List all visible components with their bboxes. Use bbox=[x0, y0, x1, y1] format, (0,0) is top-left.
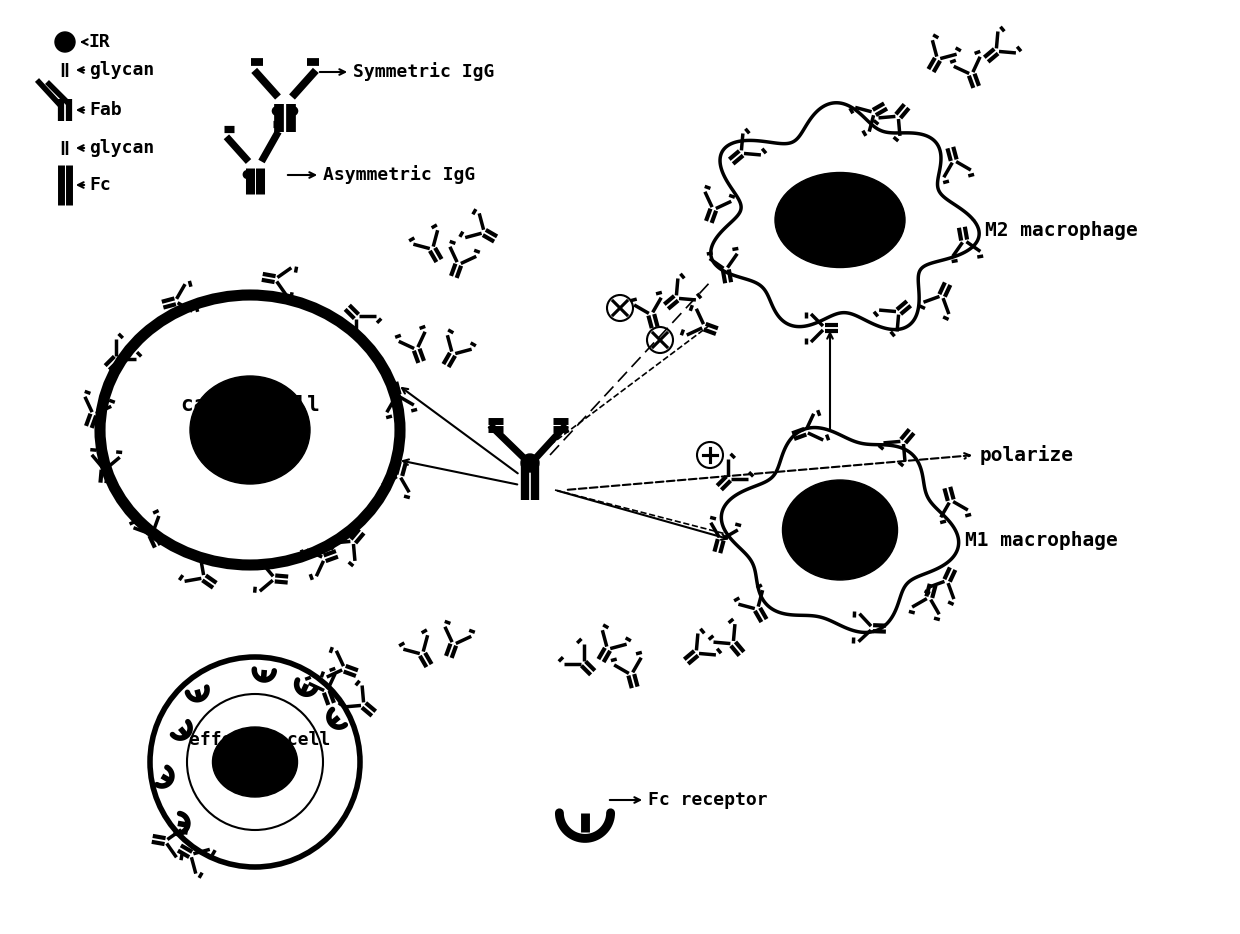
Circle shape bbox=[243, 171, 250, 178]
Text: glycan: glycan bbox=[89, 139, 154, 157]
Text: Fc receptor: Fc receptor bbox=[649, 791, 768, 809]
Text: Symmetric IgG: Symmetric IgG bbox=[353, 63, 495, 81]
Polygon shape bbox=[711, 103, 980, 330]
Ellipse shape bbox=[775, 173, 905, 267]
Text: IR: IR bbox=[89, 33, 110, 51]
Text: Fc: Fc bbox=[89, 176, 110, 194]
Circle shape bbox=[273, 106, 280, 115]
Text: M1 macrophage: M1 macrophage bbox=[965, 531, 1117, 549]
Ellipse shape bbox=[190, 376, 310, 484]
Circle shape bbox=[289, 106, 298, 115]
Text: cancer cell: cancer cell bbox=[181, 395, 320, 415]
Ellipse shape bbox=[782, 480, 898, 580]
Text: M2 macrophage: M2 macrophage bbox=[985, 220, 1138, 239]
Ellipse shape bbox=[212, 727, 298, 797]
Text: Fab: Fab bbox=[89, 101, 122, 119]
Text: Asymmetric IgG: Asymmetric IgG bbox=[322, 165, 475, 185]
Circle shape bbox=[521, 454, 539, 472]
Polygon shape bbox=[722, 428, 959, 632]
Ellipse shape bbox=[100, 295, 401, 565]
Circle shape bbox=[55, 32, 74, 52]
Circle shape bbox=[150, 657, 360, 867]
Text: glycan: glycan bbox=[89, 61, 154, 79]
Text: polarize: polarize bbox=[980, 445, 1074, 465]
Text: effector cell: effector cell bbox=[190, 731, 331, 749]
